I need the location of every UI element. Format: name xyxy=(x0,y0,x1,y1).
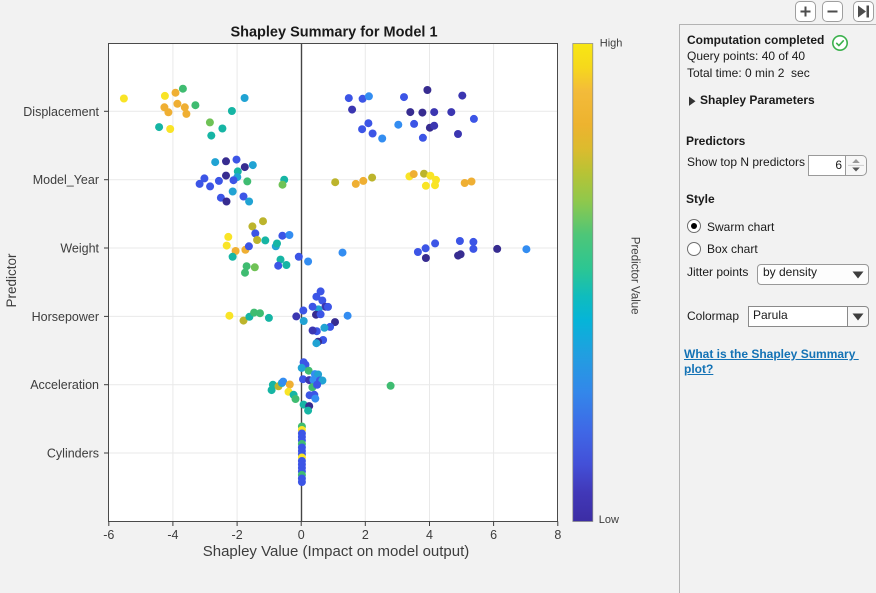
svg-text:Horsepower: Horsepower xyxy=(32,310,99,324)
svg-text:6: 6 xyxy=(490,528,497,542)
svg-text:Displacement: Displacement xyxy=(23,105,99,119)
svg-text:0: 0 xyxy=(298,528,305,542)
svg-text:Weight: Weight xyxy=(60,242,99,256)
svg-text:Model_Year: Model_Year xyxy=(33,173,99,187)
svg-text:Shapley Summary for Model 1: Shapley Summary for Model 1 xyxy=(230,25,437,41)
svg-text:Predictor Value: Predictor Value xyxy=(629,237,641,315)
svg-text:-2: -2 xyxy=(232,528,243,542)
svg-text:Shapley Value (Impact on model: Shapley Value (Impact on model output) xyxy=(203,543,470,560)
svg-text:8: 8 xyxy=(554,528,561,542)
svg-text:Acceleration: Acceleration xyxy=(30,378,99,392)
svg-text:Cylinders: Cylinders xyxy=(47,447,99,461)
svg-text:Low: Low xyxy=(599,514,619,526)
svg-text:-4: -4 xyxy=(167,528,178,542)
svg-text:High: High xyxy=(600,38,623,50)
svg-text:4: 4 xyxy=(426,528,433,542)
svg-text:-6: -6 xyxy=(103,528,114,542)
svg-text:2: 2 xyxy=(362,528,369,542)
svg-text:Predictor: Predictor xyxy=(4,253,19,308)
